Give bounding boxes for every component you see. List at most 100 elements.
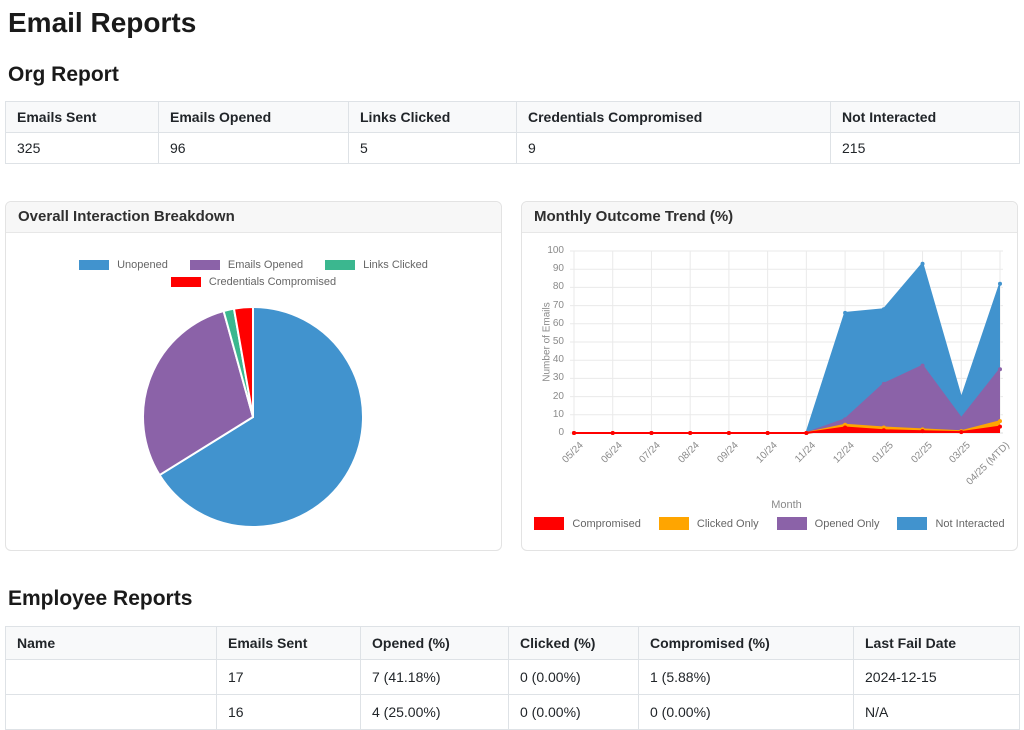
pie-legend-row-2: Credentials Compromised [170,276,337,288]
trend-panel-body: Number of Emails Month Compromised Click… [522,233,1017,550]
legend-swatch-compromised [534,517,565,530]
trend-legend-item-opened-only[interactable]: Opened Only [776,517,880,530]
trend-legend: Compromised Clicked Only Opened Only Not… [522,517,1017,530]
pie-chart[interactable] [6,233,501,550]
trend-xtick-07/24: 07/24 [637,440,664,466]
emp-col-name: Name [5,626,217,660]
org-col-links-clicked: Links Clicked [348,101,517,133]
pie-legend-item-emails-opened[interactable]: Emails Opened [189,259,303,271]
trend-xtick-08/24: 08/24 [676,440,702,466]
emp2-compromised: 0 (0.00%) [638,694,854,730]
trend-ytick-50: 50 [552,336,564,347]
trend-ytick-60: 60 [552,317,564,329]
emp-col-last-fail-date: Last Fail Date [853,626,1020,660]
trend-ytick-70: 70 [552,299,564,311]
org-report-data-row: 325 96 5 9 215 [5,132,1020,164]
employee-reports-heading: Employee Reports [8,587,193,610]
employee-reports-table: Name Emails Sent Opened (%) Clicked (%) … [5,626,1020,730]
emp-col-compromised: Compromised (%) [638,626,854,660]
trend-ytick-80: 80 [552,281,564,293]
emp-col-opened: Opened (%) [360,626,509,660]
trend-xtick-06/24: 06/24 [599,440,625,466]
trend-xtick-09/24: 09/24 [715,440,741,466]
legend-swatch-unopened [79,260,110,270]
trend-ytick-30: 30 [552,372,564,384]
trend-xtick-10/24: 10/24 [753,440,780,466]
legend-swatch-not-interacted [897,517,928,530]
trend-legend-item-compromised[interactable]: Compromised [534,517,641,530]
legend-label-credentials-compromised: Credentials Compromised [208,276,337,288]
emp2-opened: 4 (25.00%) [360,694,509,730]
org-report-table: Emails Sent Emails Opened Links Clicked … [5,101,1020,164]
org-col-credentials-compromised: Credentials Compromised [516,101,831,133]
legend-label-clicked-only: Clicked Only [696,517,759,530]
pie-slice-3[interactable] [232,306,254,418]
pie-panel-body: Unopened Emails Opened Links Clicked [6,233,501,550]
pie-legend-item-links-clicked[interactable]: Links Clicked [325,259,428,271]
pie-panel-title: Overall Interaction Breakdown [6,202,501,233]
employee-header-row: Name Emails Sent Opened (%) Clicked (%) … [5,626,1020,660]
employee-row-1: 17 7 (41.18%) 0 (0.00%) 1 (5.88%) 2024-1… [5,659,1020,695]
trend-ytick-40: 40 [552,354,564,366]
trend-xtick-05/24: 05/24 [560,440,586,466]
trend-area-opened-only[interactable] [574,365,1000,433]
org-emails-sent-value: 325 [5,132,159,164]
trend-x-axis-title: Month [771,499,802,511]
pie-legend-item-unopened[interactable]: Unopened [79,259,168,271]
org-report-header-row: Emails Sent Emails Opened Links Clicked … [5,101,1020,133]
trend-xtick-12/24: 12/24 [831,440,857,466]
emp1-compromised: 1 (5.88%) [638,659,854,695]
legend-swatch-opened-only [776,517,807,530]
trend-xtick-01/25: 01/25 [870,440,896,466]
emp1-last-fail-date: 2024-12-15 [853,659,1020,695]
org-emails-opened-value: 96 [158,132,349,164]
legend-swatch-credentials-compromised [170,277,201,287]
pie-panel: Overall Interaction Breakdown Unopened E… [5,201,502,551]
page-title: Email Reports [8,7,197,38]
emp-col-emails-sent: Emails Sent [216,626,361,660]
org-not-interacted-value: 215 [830,132,1020,164]
trend-xtick-02/25: 02/25 [908,440,935,466]
emp1-opened: 7 (41.18%) [360,659,509,695]
legend-label-unopened: Unopened [117,259,168,271]
trend-panel: Monthly Outcome Trend (%) Number of Emai… [521,201,1018,551]
pie-slice-1[interactable] [142,310,254,477]
org-report-heading: Org Report [8,63,119,86]
org-links-clicked-value: 5 [348,132,517,164]
trend-legend-item-not-interacted[interactable]: Not Interacted [897,517,1005,530]
pie-slice-0[interactable] [158,306,365,528]
legend-swatch-links-clicked [325,260,356,270]
emp2-clicked: 0 (0.00%) [508,694,639,730]
emp2-last-fail-date: N/A [853,694,1020,730]
emp2-name [5,694,217,730]
trend-xtick-11/24: 11/24 [793,440,819,465]
trend-ytick-0: 0 [558,427,564,438]
trend-xtick-03/25: 03/25 [947,440,974,466]
trend-ytick-10: 10 [552,408,564,420]
emp1-name [5,659,217,695]
org-col-not-interacted: Not Interacted [830,101,1020,133]
org-col-emails-sent: Emails Sent [5,101,159,133]
emp2-emails-sent: 16 [216,694,361,730]
legend-swatch-emails-opened [189,260,220,270]
trend-ytick-20: 20 [552,390,564,402]
pie-legend-item-credentials-compromised[interactable]: Credentials Compromised [170,276,337,288]
trend-ytick-100: 100 [547,245,564,256]
trend-legend-item-clicked-only[interactable]: Clicked Only [658,517,759,530]
legend-label-links-clicked: Links Clicked [363,259,428,271]
charts-row: Overall Interaction Breakdown Unopened E… [5,201,1019,551]
legend-label-not-interacted: Not Interacted [935,517,1005,530]
pie-legend: Unopened Emails Opened Links Clicked [6,259,501,288]
pie-legend-row-1: Unopened Emails Opened Links Clicked [79,259,428,271]
emp1-clicked: 0 (0.00%) [508,659,639,695]
legend-label-compromised: Compromised [572,517,641,530]
org-credentials-compromised-value: 9 [516,132,831,164]
trend-chart[interactable] [570,250,1003,435]
employee-row-2: 16 4 (25.00%) 0 (0.00%) 0 (0.00%) N/A [5,694,1020,730]
legend-swatch-clicked-only [658,517,689,530]
email-reports-page: Email Reports Org Report Emails Sent Ema… [5,6,1020,730]
trend-ytick-90: 90 [552,263,564,275]
trend-panel-title: Monthly Outcome Trend (%) [522,202,1017,233]
legend-label-opened-only: Opened Only [814,517,880,530]
org-col-emails-opened: Emails Opened [158,101,349,133]
